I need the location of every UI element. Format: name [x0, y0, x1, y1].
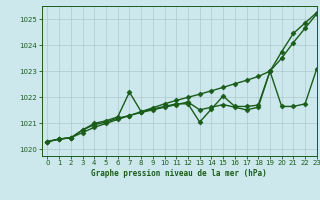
X-axis label: Graphe pression niveau de la mer (hPa): Graphe pression niveau de la mer (hPa) [91, 169, 267, 178]
